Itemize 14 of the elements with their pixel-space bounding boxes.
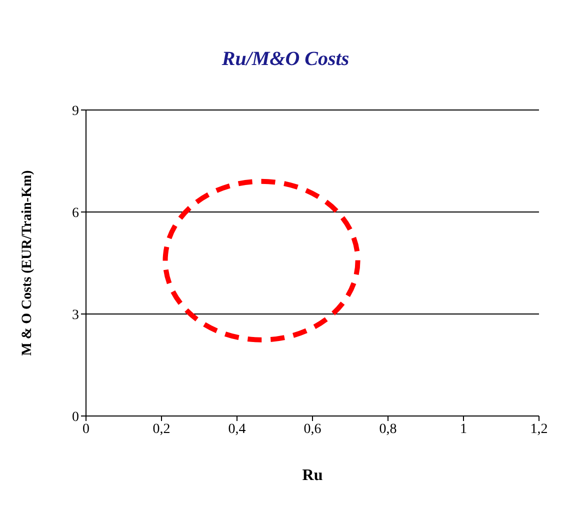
y-tick-label: 6 <box>72 206 79 221</box>
x-tick-label: 0,6 <box>304 422 322 437</box>
x-tick-label: 0,8 <box>379 422 397 437</box>
x-tick-label: 0 <box>82 422 90 437</box>
y-tick-label: 0 <box>72 410 79 425</box>
y-tick-label: 3 <box>72 308 79 323</box>
y-axis-title: M & O Costs (EUR/Train-Km) <box>20 170 35 356</box>
x-tick-label: 1 <box>460 422 467 437</box>
x-axis-title: Ru <box>302 467 323 484</box>
x-tick-label: 0,4 <box>228 422 246 437</box>
x-tick-label: 0,2 <box>152 422 170 437</box>
y-tick-label: 9 <box>72 104 79 119</box>
x-tick-label: 1,2 <box>530 422 548 437</box>
chart-title: Ru/M&O Costs <box>220 47 350 72</box>
